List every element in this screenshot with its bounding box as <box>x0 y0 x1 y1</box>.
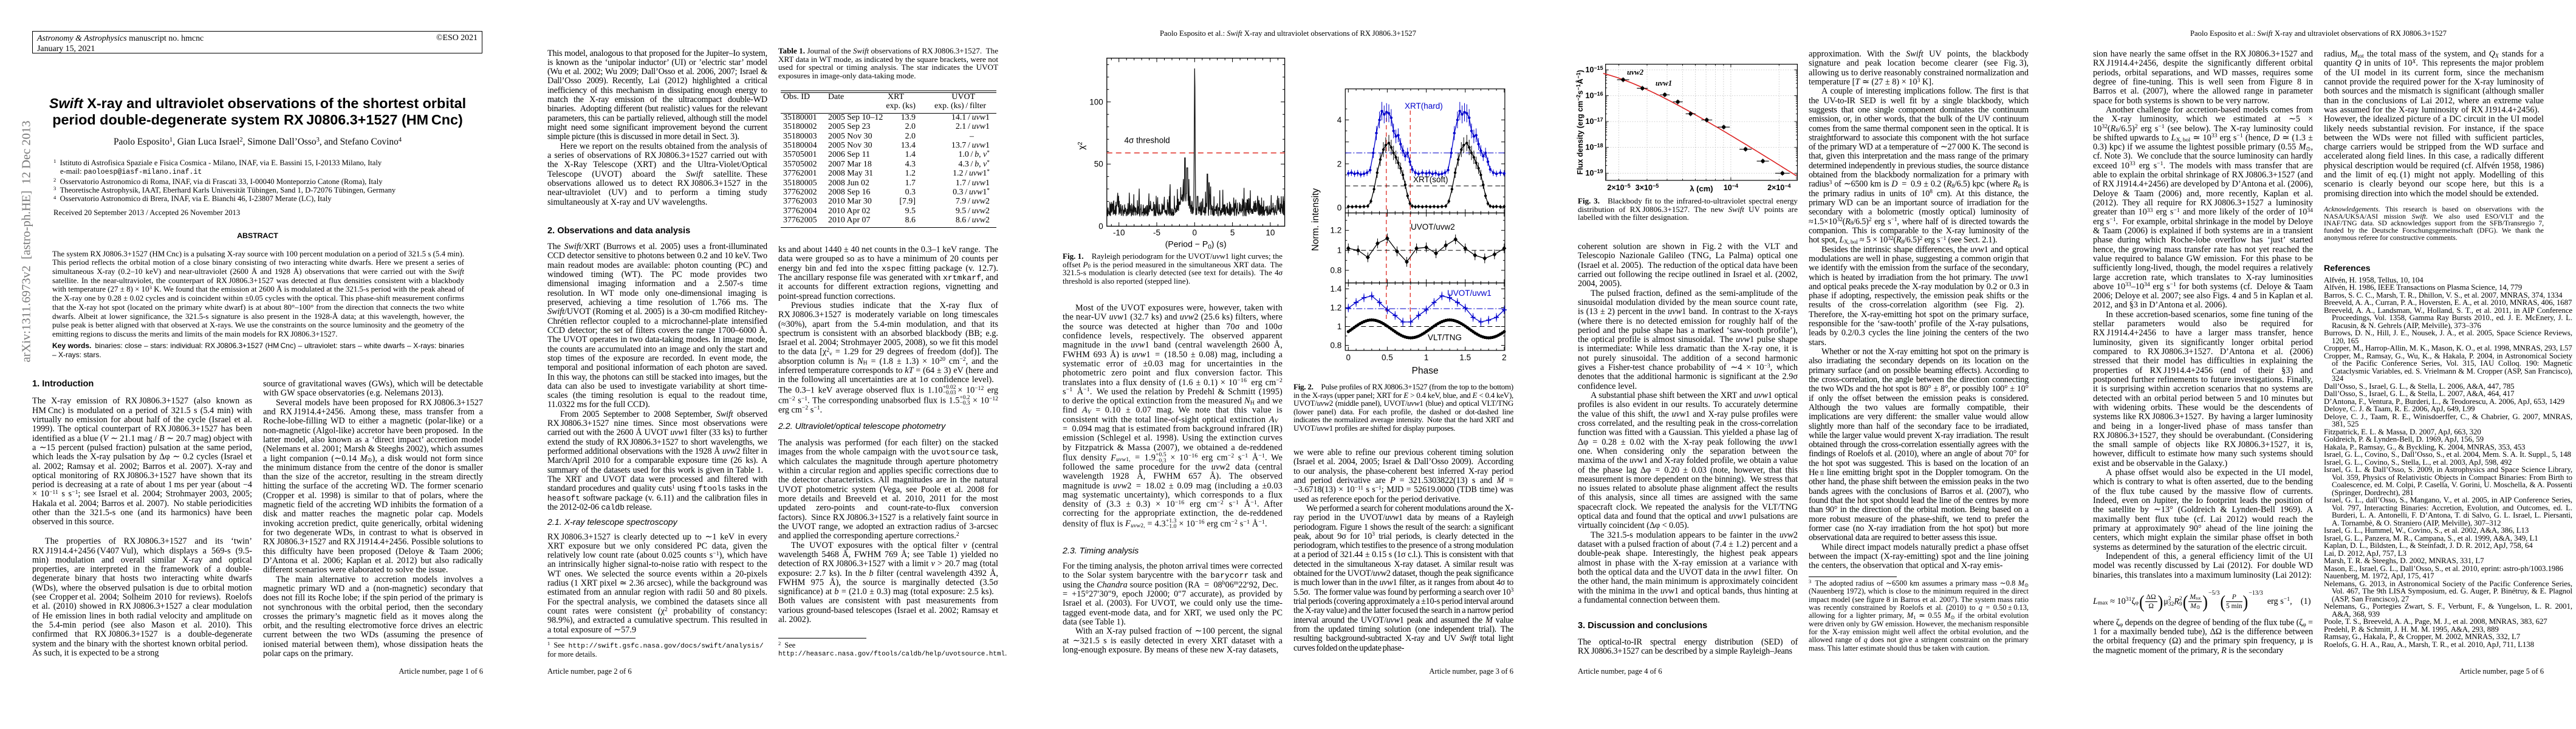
svg-text:1.2: 1.2 <box>1331 226 1342 235</box>
svg-text:1.2: 1.2 <box>1331 303 1342 312</box>
svg-text:Norm. intensity: Norm. intensity <box>1310 188 1321 252</box>
svg-text:10−19: 10−19 <box>1586 168 1603 177</box>
svg-text:10−15: 10−15 <box>1586 65 1603 74</box>
svg-text:2: 2 <box>1502 353 1507 362</box>
svg-text:XRT(soft): XRT(soft) <box>1413 175 1448 184</box>
svg-text:0: 0 <box>1337 204 1342 213</box>
svg-text:-5: -5 <box>1153 228 1160 237</box>
svg-text:10−17: 10−17 <box>1586 117 1603 126</box>
svg-text:1: 1 <box>1337 246 1342 255</box>
svg-text:χ2: χ2 <box>1077 142 1087 150</box>
svg-text:1: 1 <box>1337 322 1342 331</box>
svg-text:λ (cm): λ (cm) <box>1690 184 1713 193</box>
svg-text:50: 50 <box>1094 160 1103 169</box>
svg-text:0: 0 <box>1346 353 1351 362</box>
svg-text:(Period − P0) (s): (Period − P0) (s) <box>1165 239 1227 249</box>
svg-text:uvw2: uvw2 <box>1627 68 1643 77</box>
svg-text:10: 10 <box>1266 228 1275 237</box>
svg-text:1: 1 <box>1424 353 1429 362</box>
svg-text:1.5: 1.5 <box>1459 353 1471 362</box>
svg-text:3×10−5: 3×10−5 <box>1636 183 1659 192</box>
svg-text:2×10−5: 2×10−5 <box>1607 183 1630 192</box>
svg-text:2×10−4: 2×10−4 <box>1767 183 1790 192</box>
svg-text:10−18: 10−18 <box>1586 143 1603 152</box>
svg-text:100: 100 <box>1089 97 1103 106</box>
svg-text:UVOT/uvw1: UVOT/uvw1 <box>1447 289 1492 298</box>
svg-text:UVOT/uvw2: UVOT/uvw2 <box>1411 222 1455 231</box>
svg-text:0: 0 <box>1098 222 1103 231</box>
svg-text:5: 5 <box>1230 228 1235 237</box>
svg-text:Phase: Phase <box>1412 366 1439 376</box>
svg-text:XRT(hard): XRT(hard) <box>1405 101 1443 111</box>
svg-text:4σ threshold: 4σ threshold <box>1125 135 1170 145</box>
svg-text:10−4: 10−4 <box>1724 183 1738 192</box>
svg-text:-10: -10 <box>1113 228 1125 237</box>
svg-text:0: 0 <box>1193 228 1197 237</box>
svg-text:Flux density (erg cm−2s−1Å−1): Flux density (erg cm−2s−1Å−1) <box>1575 70 1584 175</box>
svg-text:0.8: 0.8 <box>1331 341 1342 350</box>
svg-text:uvw1: uvw1 <box>1656 79 1672 87</box>
svg-text:0.8: 0.8 <box>1331 266 1342 275</box>
svg-text:VLT/TNG: VLT/TNG <box>1428 333 1462 342</box>
svg-text:4: 4 <box>1337 115 1342 125</box>
svg-text:2: 2 <box>1337 159 1342 168</box>
svg-text:0.5: 0.5 <box>1382 353 1393 362</box>
svg-text:1.4: 1.4 <box>1331 284 1342 293</box>
svg-text:10−16: 10−16 <box>1586 91 1603 100</box>
